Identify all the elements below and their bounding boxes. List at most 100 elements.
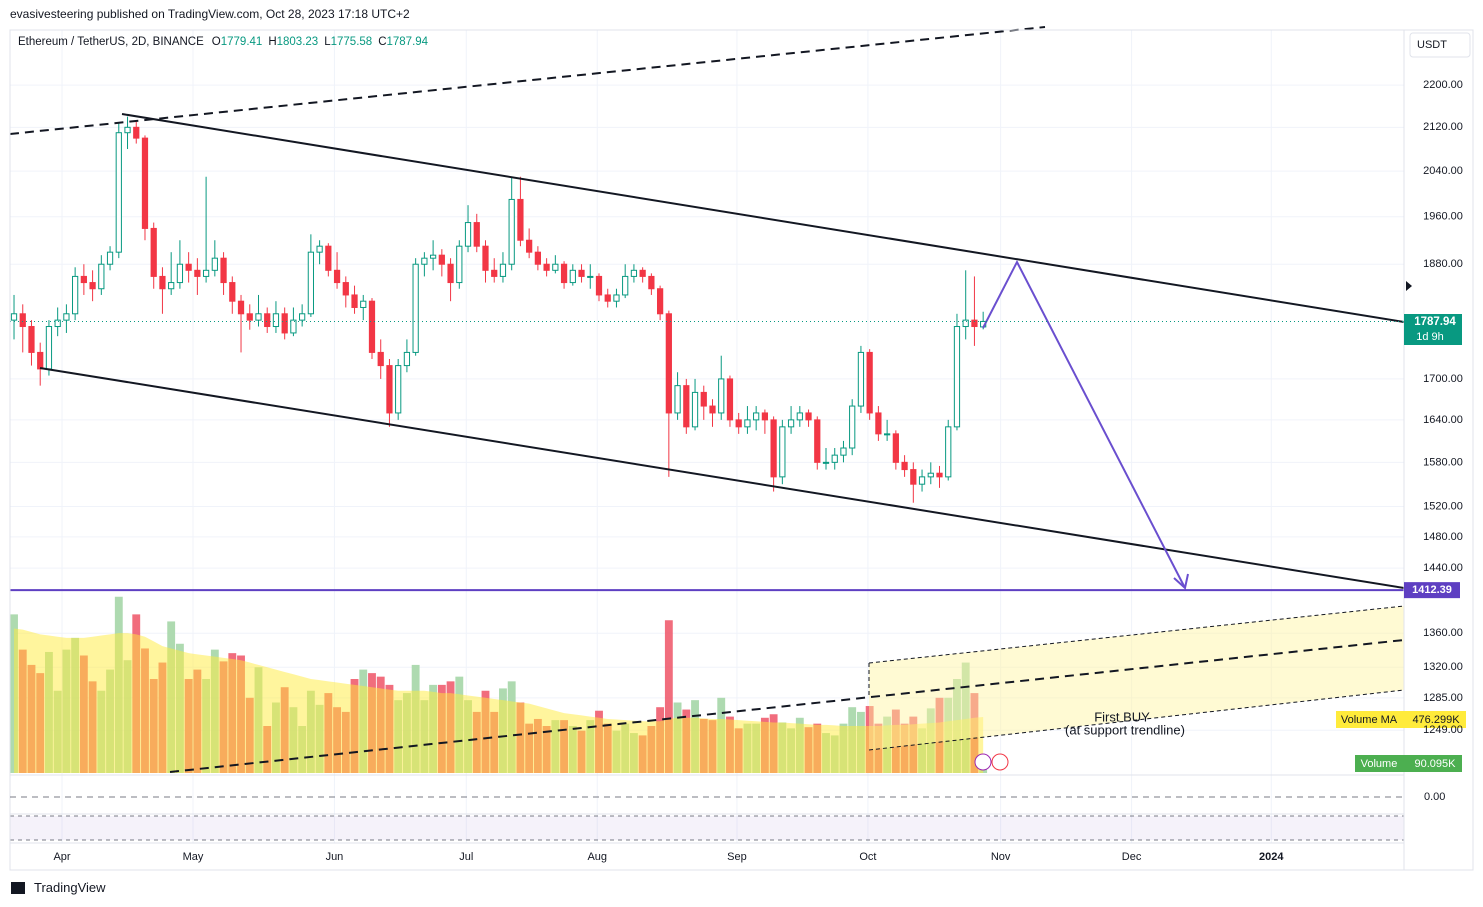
candle-body bbox=[421, 257, 428, 265]
candle-body bbox=[805, 412, 812, 421]
candle-body bbox=[19, 313, 26, 328]
candle-body bbox=[159, 275, 166, 290]
scroll-marker bbox=[1406, 281, 1412, 291]
candle-body bbox=[648, 275, 655, 290]
volume-label-box bbox=[1355, 755, 1462, 772]
y-tick-label: 1880.00 bbox=[1423, 258, 1463, 270]
ma-label-box bbox=[1336, 711, 1466, 728]
candle-body bbox=[761, 412, 769, 421]
y-tick-label: 1249.00 bbox=[1423, 724, 1463, 736]
candle-body bbox=[779, 426, 786, 478]
candle-body bbox=[630, 269, 638, 277]
candle-body bbox=[333, 269, 341, 284]
channel-top bbox=[121, 113, 1405, 323]
candle-body bbox=[168, 282, 175, 290]
candle-body bbox=[429, 254, 437, 259]
countdown: 1d 9h bbox=[1416, 331, 1444, 343]
candle-body bbox=[595, 275, 603, 296]
currency-button[interactable] bbox=[1409, 32, 1471, 58]
candle-body bbox=[656, 288, 664, 315]
x-tick-label: Dec bbox=[1122, 851, 1142, 863]
candle-body bbox=[822, 461, 830, 464]
candle-body bbox=[272, 313, 280, 328]
channel-bottom bbox=[39, 367, 1405, 589]
candle-body bbox=[534, 251, 541, 265]
candle-body bbox=[700, 391, 707, 407]
event-icon[interactable] bbox=[991, 753, 1009, 771]
y-tick-label: 1440.00 bbox=[1423, 562, 1463, 574]
candle-body bbox=[202, 269, 210, 277]
candle-body bbox=[63, 313, 70, 321]
x-tick-label: Aug bbox=[587, 851, 607, 863]
x-tick-label: Nov bbox=[991, 851, 1011, 863]
candle-body bbox=[54, 319, 61, 328]
ohlc-letter: C bbox=[378, 36, 386, 48]
candle-body bbox=[770, 419, 777, 478]
candle-body bbox=[246, 313, 253, 321]
candle-body bbox=[526, 239, 533, 253]
candle-body bbox=[543, 263, 550, 271]
volume-layer bbox=[10, 596, 988, 773]
zone-bottom bbox=[868, 689, 1405, 751]
candle-body bbox=[814, 419, 821, 463]
candle-body bbox=[718, 378, 725, 414]
candle-body bbox=[901, 461, 908, 471]
x-tick-label: Sep bbox=[727, 851, 747, 863]
candle-body bbox=[796, 412, 803, 421]
candle-body bbox=[412, 263, 419, 353]
candle-body bbox=[639, 269, 646, 277]
candle-body bbox=[840, 447, 847, 456]
level-label: 1412.39 bbox=[1412, 584, 1452, 596]
candle-body bbox=[368, 300, 376, 353]
candle-body bbox=[10, 313, 18, 321]
level-label-box bbox=[1404, 582, 1460, 599]
candle-body bbox=[351, 294, 358, 308]
y-tick-label: 1640.00 bbox=[1423, 414, 1463, 426]
ohlc-value: 1775.58 bbox=[331, 36, 373, 48]
candle-body bbox=[587, 275, 594, 278]
candle-body bbox=[80, 275, 87, 284]
buy-zone bbox=[869, 606, 1404, 750]
candle-body bbox=[552, 263, 559, 271]
candle-body bbox=[936, 472, 943, 478]
candle-body bbox=[72, 275, 79, 315]
candle-body bbox=[831, 454, 838, 463]
volume-value: 90.095K bbox=[1415, 758, 1457, 770]
footer-brand: TradingView bbox=[34, 880, 106, 895]
volume-bar bbox=[664, 620, 673, 773]
candle-body bbox=[37, 351, 44, 370]
candle-body bbox=[438, 254, 445, 265]
candle-body bbox=[604, 294, 611, 302]
currency[interactable]: USDT bbox=[1417, 39, 1447, 51]
volume-bar bbox=[961, 662, 970, 773]
x-tick-label: 2024 bbox=[1259, 851, 1284, 863]
candle-body bbox=[176, 263, 184, 284]
candle-body bbox=[691, 391, 699, 428]
event-icon[interactable] bbox=[974, 753, 992, 771]
candle-body bbox=[499, 263, 507, 277]
candle-body bbox=[945, 426, 952, 478]
candle-body bbox=[133, 126, 140, 139]
candle-body bbox=[220, 257, 227, 284]
x-tick-label: Jun bbox=[326, 851, 344, 863]
zone-top bbox=[868, 605, 1405, 664]
candle-body bbox=[115, 132, 122, 253]
y-tick-label: 1960.00 bbox=[1423, 211, 1463, 223]
projection-path bbox=[982, 259, 1186, 589]
candle-body bbox=[28, 326, 35, 353]
candle-body bbox=[962, 319, 969, 328]
y-tick-label: 1520.00 bbox=[1423, 500, 1463, 512]
volume-name: Volume bbox=[1361, 758, 1398, 770]
candle-body bbox=[229, 282, 236, 302]
ma-value: 476.299K bbox=[1412, 714, 1460, 726]
candle-body bbox=[744, 419, 751, 428]
dashed-trendline bbox=[9, 26, 1046, 135]
ma-name: Volume MA bbox=[1341, 714, 1398, 726]
drawings: First BUY (at support trendline) bbox=[9, 26, 1405, 773]
candle-body bbox=[517, 198, 524, 241]
candle-body bbox=[456, 245, 463, 284]
candle-body bbox=[613, 294, 620, 302]
candle-body bbox=[281, 313, 288, 334]
candle-body bbox=[927, 472, 934, 478]
